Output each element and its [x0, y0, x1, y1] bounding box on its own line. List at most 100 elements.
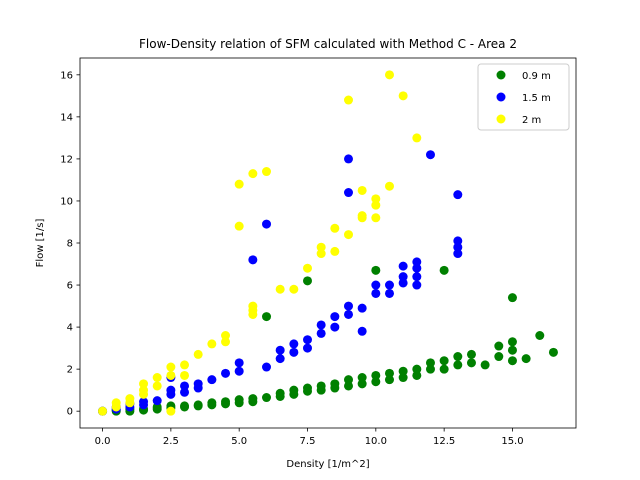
point-s1-28: [316, 328, 326, 338]
point-s0-49: [425, 364, 435, 374]
point-s0-64: [507, 293, 517, 303]
point-s1-52: [453, 236, 463, 246]
y-tick-label: 2: [67, 365, 73, 376]
point-s2-44: [412, 133, 422, 143]
x-tick-label: 0.0: [95, 436, 111, 447]
point-s2-32: [330, 223, 340, 233]
y-axis-title: Flow [1/s]: [35, 219, 46, 268]
series-0: [98, 265, 558, 416]
point-s1-17: [234, 366, 244, 376]
point-s2-38: [371, 213, 381, 223]
x-tick-label: 15.0: [501, 436, 523, 447]
point-s2-43: [398, 91, 408, 101]
y-tick-label: 6: [67, 281, 73, 292]
y-tick-label: 16: [60, 70, 73, 81]
point-s2-31: [330, 246, 340, 256]
point-s0-39: [357, 373, 367, 383]
point-s0-18: [221, 397, 231, 407]
point-s1-32: [344, 309, 353, 319]
point-s0-65: [521, 354, 531, 364]
point-s0-51: [439, 364, 449, 374]
point-s2-30: [316, 242, 326, 252]
x-axis-ticks: 0.0 2.5 5.0 7.5 10.0 12.5 15.0: [95, 428, 524, 447]
point-s0-52: [439, 356, 449, 366]
point-s0-40: [371, 377, 381, 387]
point-s1-39: [371, 280, 381, 290]
point-s0-22: [248, 394, 258, 404]
point-s1-47: [412, 263, 422, 273]
point-s0-45: [398, 373, 408, 383]
point-s0-60: [494, 341, 504, 351]
legend-marker: [496, 114, 506, 124]
point-s0-12: [180, 401, 190, 411]
point-s1-16: [221, 368, 231, 378]
point-s2-18: [221, 331, 231, 340]
point-s2-0: [98, 406, 108, 416]
point-s0-42: [371, 265, 381, 275]
point-s0-43: [384, 375, 394, 385]
point-s2-7: [139, 379, 149, 389]
point-s1-19: [248, 255, 258, 265]
point-s1-24: [289, 347, 299, 357]
point-s1-33: [344, 301, 353, 311]
point-s2-29: [316, 249, 326, 259]
point-s2-4: [125, 394, 135, 404]
point-s1-38: [371, 288, 381, 298]
point-s1-35: [344, 154, 353, 164]
y-tick-label: 12: [60, 154, 73, 165]
point-s1-21: [262, 219, 272, 229]
point-s1-51: [453, 242, 463, 252]
y-tick-label: 0: [67, 407, 73, 418]
point-s2-40: [371, 194, 381, 204]
point-s1-46: [412, 272, 422, 282]
y-tick-label: 4: [67, 323, 73, 334]
point-s2-14: [180, 360, 190, 370]
point-s1-37: [357, 303, 367, 313]
point-s1-44: [398, 261, 408, 271]
point-s1-25: [289, 339, 299, 349]
legend-marker: [496, 70, 506, 80]
point-s2-12: [166, 362, 176, 372]
point-s2-17: [221, 337, 231, 347]
x-tick-label: 5.0: [231, 436, 247, 447]
point-s1-30: [330, 322, 340, 332]
point-s1-22: [275, 354, 285, 364]
y-axis-ticks: 0 2 4 6 8 10 12 14 16: [60, 70, 80, 418]
point-s2-41: [384, 181, 394, 191]
point-s2-2: [111, 398, 121, 408]
point-s0-53: [439, 265, 449, 275]
legend: 0.9 m 1.5 m 2 m: [477, 63, 570, 131]
point-s1-41: [384, 280, 394, 290]
point-s1-34: [344, 188, 353, 198]
point-s1-29: [316, 320, 326, 330]
point-s0-14: [193, 400, 203, 410]
point-s0-37: [344, 375, 353, 385]
points-layer: [98, 70, 558, 416]
y-tick-label: 8: [67, 239, 73, 250]
point-s0-16: [207, 398, 217, 408]
point-s0-41: [371, 370, 381, 380]
point-s0-56: [466, 358, 476, 368]
point-s2-11: [166, 370, 176, 380]
point-s2-10: [166, 406, 176, 416]
point-s0-24: [262, 312, 272, 322]
point-s2-24: [248, 169, 258, 179]
point-s2-34: [344, 95, 353, 105]
point-s0-23: [262, 393, 272, 403]
point-s1-49: [425, 150, 435, 160]
point-s2-25: [262, 167, 272, 177]
point-s0-36: [344, 381, 353, 391]
point-s1-45: [412, 280, 422, 290]
point-s2-8: [152, 381, 162, 391]
point-s1-53: [453, 190, 463, 200]
point-s2-42: [384, 70, 394, 80]
y-tick-label: 10: [60, 196, 73, 207]
point-s0-54: [453, 360, 463, 370]
point-s1-11: [180, 387, 190, 397]
point-s1-31: [330, 312, 340, 322]
point-s1-12: [180, 381, 190, 391]
point-s1-6: [139, 397, 149, 407]
point-s2-26: [275, 284, 285, 294]
